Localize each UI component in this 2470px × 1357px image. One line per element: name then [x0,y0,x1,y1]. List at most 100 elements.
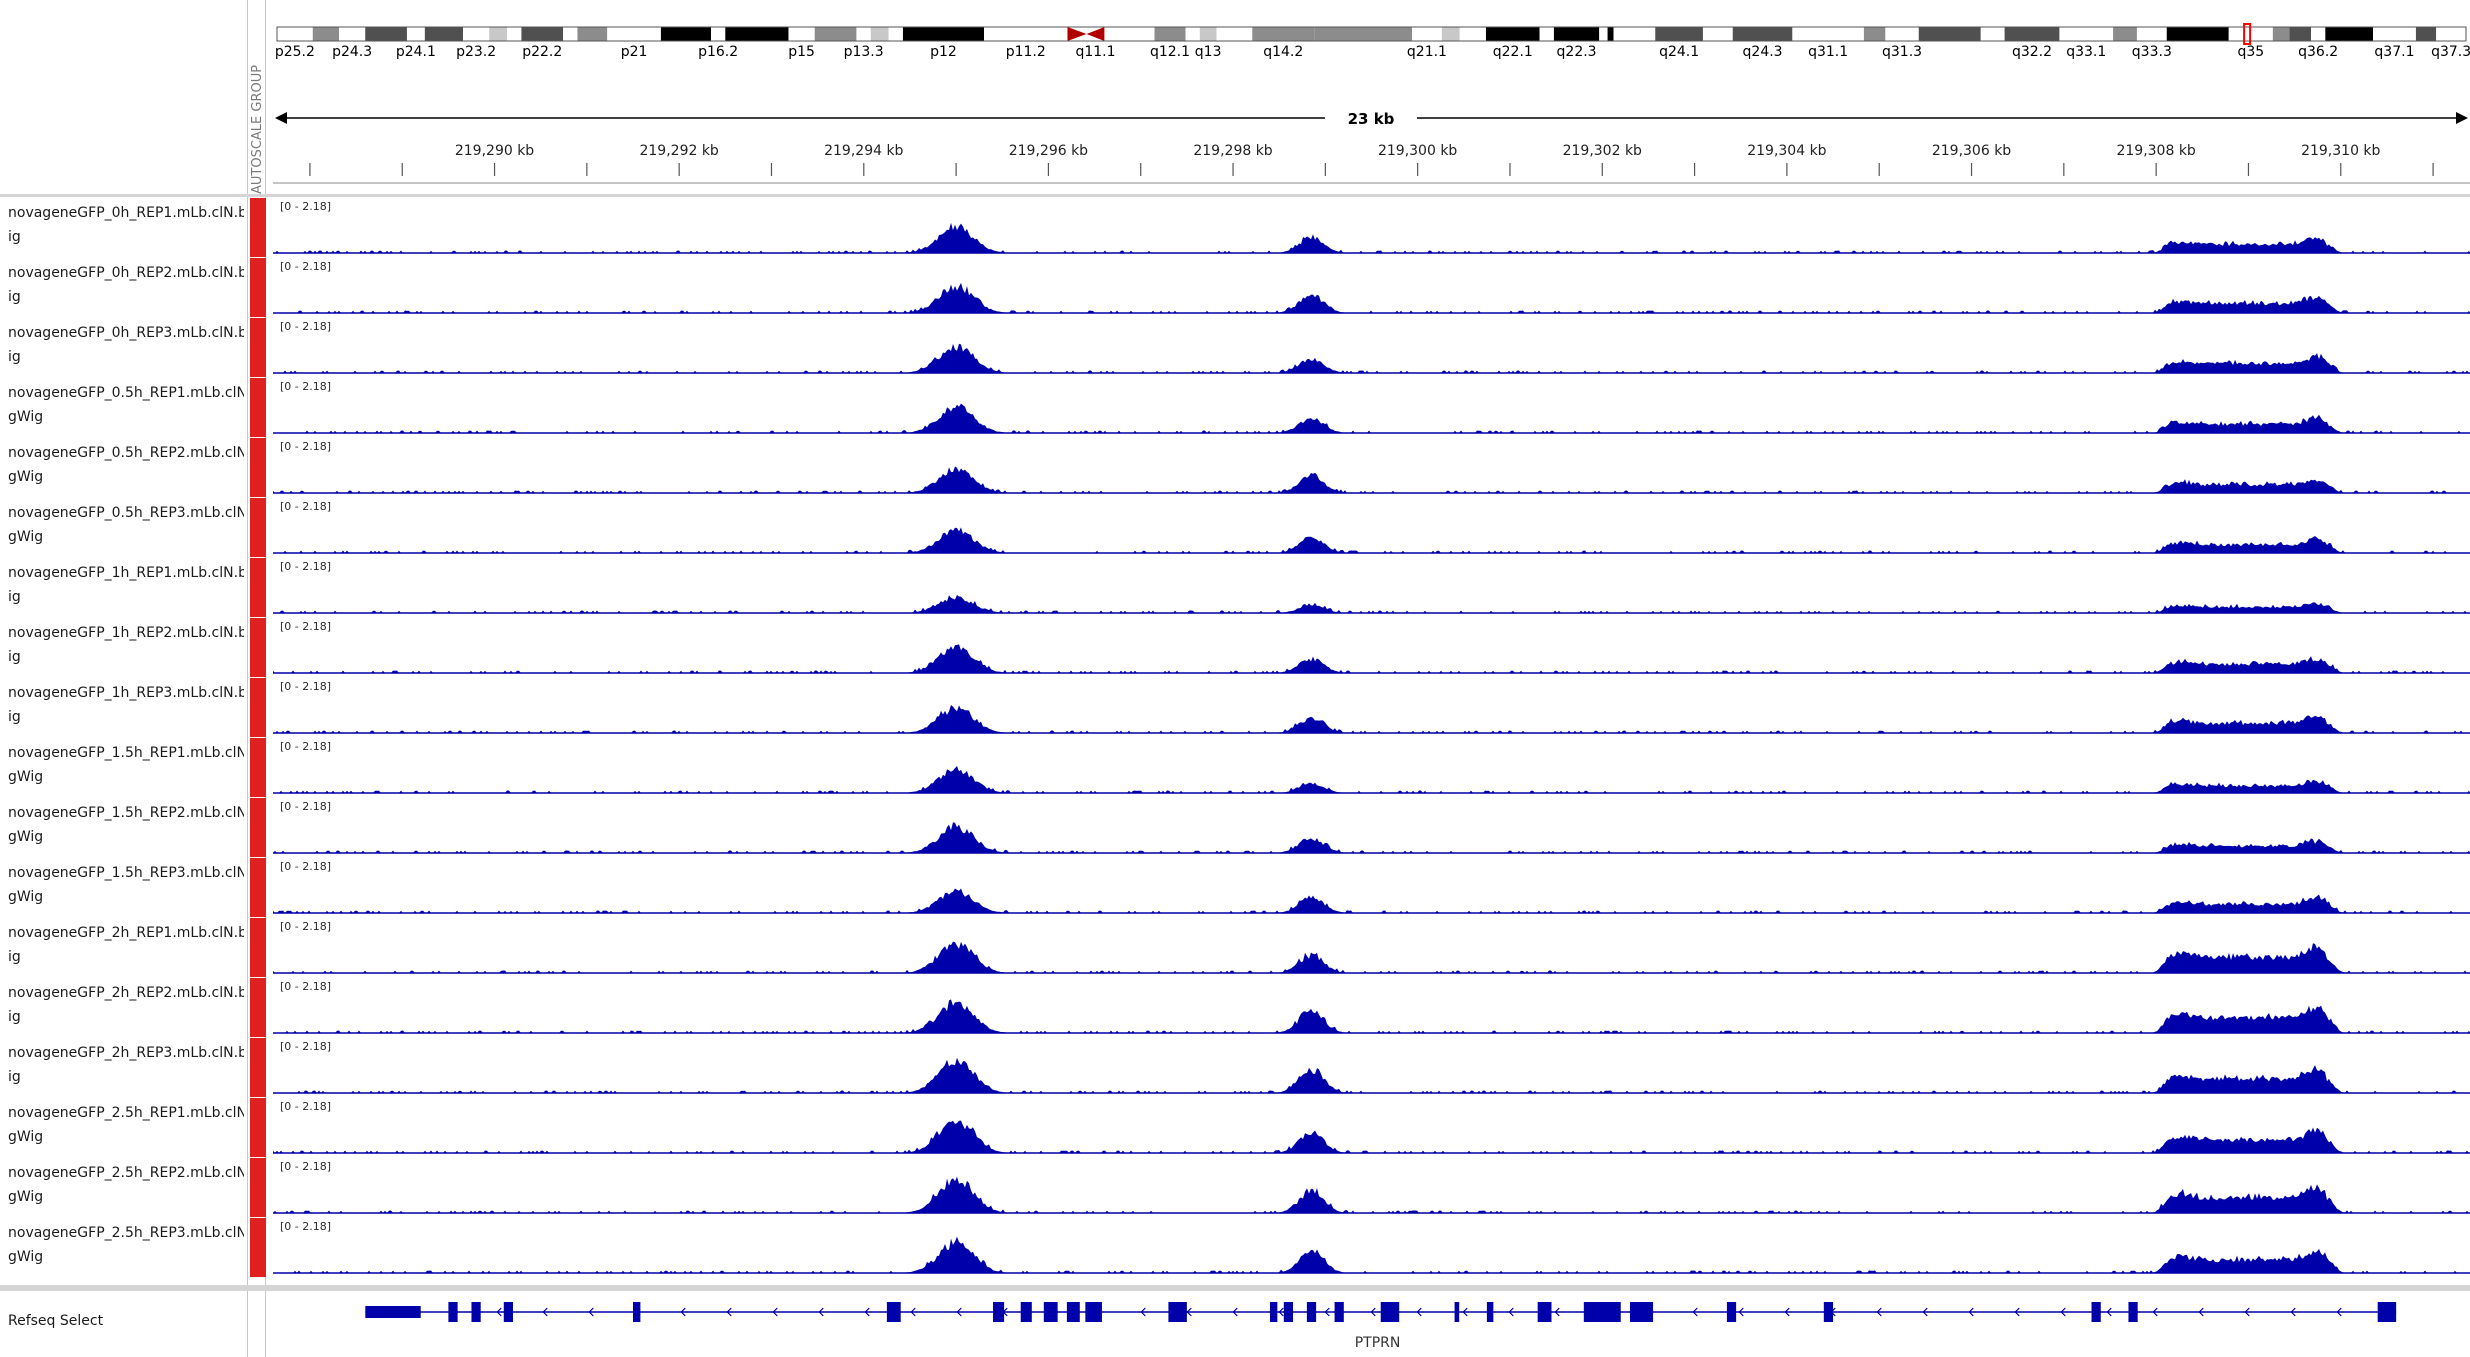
signal-coverage[interactable] [273,282,2470,313]
attribute-cell[interactable] [250,798,266,857]
track-name[interactable]: novageneGFP_2.5h_REP3.mLb.clN gWig [8,1221,244,1269]
ideogram-band[interactable] [277,27,313,41]
ideogram-band[interactable] [577,27,608,41]
ideogram-band[interactable] [710,27,726,41]
track-name[interactable]: novageneGFP_0h_REP1.mLb.clN.b ig [8,201,244,249]
attribute-cell[interactable] [250,1098,266,1157]
ideogram-band[interactable] [2373,27,2416,41]
track-name[interactable]: novageneGFP_0h_REP3.mLb.clN.b ig [8,321,244,369]
signal-coverage[interactable] [273,999,2470,1033]
signal-coverage[interactable] [273,595,2470,613]
gene-exon[interactable] [1380,1302,1400,1322]
gene-exon[interactable] [993,1302,1005,1322]
autoscale-group-header[interactable]: AUTOSCALE GROUP [250,64,265,194]
gene-exon[interactable] [1823,1302,1834,1322]
gene-exon[interactable] [365,1306,421,1318]
ideogram-band[interactable] [424,27,463,41]
ideogram-band[interactable] [902,27,985,41]
gene-exon[interactable] [1043,1302,1058,1322]
ideogram-band[interactable] [1412,27,1442,41]
attribute-cell[interactable] [250,258,266,317]
gene-exon[interactable] [1334,1302,1344,1322]
gene-exon[interactable] [1269,1302,1278,1322]
signal-coverage[interactable] [273,705,2470,733]
gene-exon[interactable] [1583,1302,1621,1322]
signal-coverage[interactable] [273,1176,2470,1213]
track-name[interactable]: novageneGFP_1.5h_REP2.mLb.clN gWig [8,801,244,849]
track-name[interactable]: novageneGFP_1.5h_REP3.mLb.clN gWig [8,861,244,909]
ideogram-band[interactable] [563,27,578,41]
gene-exon[interactable] [886,1302,901,1322]
ideogram-band[interactable] [1539,27,1554,41]
gene-exon[interactable] [633,1302,641,1322]
attribute-cell[interactable] [250,1218,266,1277]
signal-coverage[interactable] [273,403,2470,434]
track-name[interactable]: novageneGFP_2.5h_REP1.mLb.clN gWig [8,1101,244,1149]
attribute-cell[interactable] [250,1038,266,1097]
attribute-cell[interactable] [250,978,266,1037]
ideogram-band[interactable] [660,27,711,41]
track-name[interactable]: novageneGFP_2h_REP2.mLb.clN.b ig [8,981,244,1029]
ideogram-band[interactable] [984,27,1068,41]
attribute-cell[interactable] [250,378,266,437]
ideogram-band[interactable] [365,27,407,41]
gene-exon[interactable] [1066,1302,1080,1322]
ideogram-band[interactable] [607,27,661,41]
header-panel[interactable]: p25.2 p24.3 p24.1 p23.2 p22.2 p21 p16.2 p15 p13.… [273,0,2470,194]
refseq-track[interactable] [273,1291,2470,1357]
ideogram-band[interactable] [2311,27,2326,41]
ideogram-band[interactable] [1613,27,1656,41]
gene-exon[interactable] [1085,1302,1102,1322]
ideogram-band[interactable] [1918,27,1981,41]
attribute-cell[interactable] [250,678,266,737]
ideogram-band[interactable] [2325,27,2374,41]
data-panel[interactable]: p25.2 p24.3 p24.1 p23.2 p22.2 p21 p16.2 p15 p13.… [273,0,2470,1357]
feature-track-label[interactable]: Refseq Select [8,1313,104,1329]
ideogram-band[interactable] [1485,27,1540,41]
gene-exon[interactable] [1454,1302,1460,1322]
gene-exon[interactable] [1486,1302,1494,1322]
ideogram-band[interactable] [2136,27,2167,41]
ideogram-band[interactable] [814,27,857,41]
ideogram-band[interactable] [2415,27,2437,41]
signal-coverage[interactable] [273,1236,2470,1273]
ideogram-band[interactable] [1885,27,1919,41]
ideogram-band[interactable] [1086,27,1105,41]
track-name[interactable]: novageneGFP_2h_REP1.mLb.clN.b ig [8,921,244,969]
gene-exon[interactable] [448,1302,458,1322]
ideogram-band[interactable] [489,27,508,41]
signal-coverage[interactable] [273,822,2470,853]
ideogram-band[interactable] [462,27,490,41]
ideogram-band[interactable] [788,27,815,41]
ideogram-band[interactable] [1655,27,1703,41]
gene-name-label[interactable]: PTPRN [1354,1335,1401,1351]
signal-coverage[interactable] [273,527,2470,553]
track-name[interactable]: novageneGFP_1h_REP1.mLb.clN.b ig [8,561,244,609]
signal-coverage[interactable] [273,222,2470,253]
ideogram-band[interactable] [1067,27,1087,41]
ideogram-band[interactable] [2272,27,2290,41]
track-name[interactable]: novageneGFP_0.5h_REP2.mLb.clN gWig [8,441,244,489]
track-name[interactable]: novageneGFP_2.5h_REP2.mLb.clN gWig [8,1161,244,1209]
header-divider[interactable] [0,194,2470,197]
attribute-cell[interactable] [250,198,266,257]
ideogram-band[interactable] [2166,27,2229,41]
track-name[interactable]: novageneGFP_0h_REP2.mLb.clN.b ig [8,261,244,309]
ruler[interactable]: 23 kb 219,290 kb 219,292 kb 219,294 kb 219,… [273,108,2470,184]
track-name[interactable]: novageneGFP_0.5h_REP1.mLb.clN gWig [8,381,244,429]
gene-exon[interactable] [2128,1302,2138,1322]
attribute-cell[interactable] [250,918,266,977]
gene-exon[interactable] [1283,1302,1294,1322]
ideogram-band[interactable] [1104,27,1155,41]
signal-coverage[interactable] [273,941,2470,973]
gene-exon[interactable] [503,1302,514,1322]
ideogram-band[interactable] [1216,27,1253,41]
ideogram-band[interactable] [1863,27,1886,41]
ideogram-band[interactable] [507,27,522,41]
ideogram-band[interactable] [1702,27,1733,41]
signal-tracks[interactable] [273,197,2470,1285]
signal-coverage[interactable] [273,888,2470,914]
track-name[interactable]: novageneGFP_1.5h_REP1.mLb.clN gWig [8,741,244,789]
gene-exon[interactable] [1726,1302,1737,1322]
ideogram-band[interactable] [2436,27,2466,41]
